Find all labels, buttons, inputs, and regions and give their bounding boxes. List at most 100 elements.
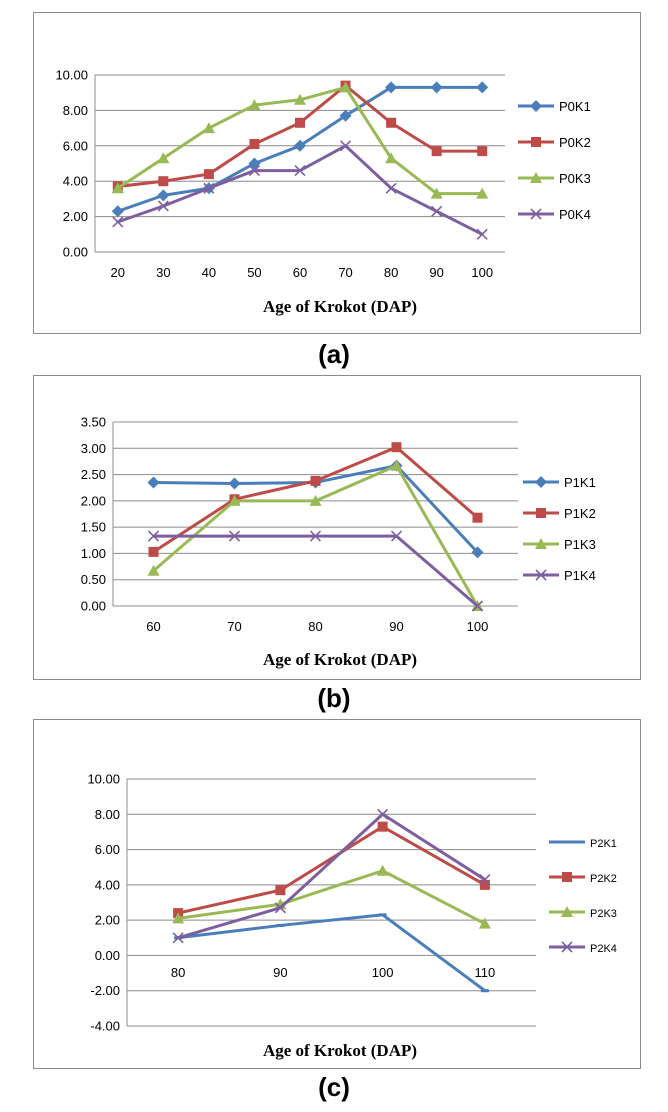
y-tick-label: 3.00 [81, 441, 106, 456]
legend-item: P0K3 [518, 171, 591, 186]
series-p2k2 [173, 821, 490, 919]
data-point [339, 81, 352, 93]
data-point [477, 146, 488, 157]
legend-label: P0K4 [559, 207, 591, 222]
data-point [147, 530, 160, 542]
y-tick-label: 1.50 [81, 520, 106, 535]
series-p1k4 [147, 530, 484, 612]
data-point [249, 139, 260, 150]
x-tick-label: 50 [247, 265, 261, 280]
data-point [476, 228, 488, 240]
data-point [172, 932, 184, 944]
data-point [390, 459, 403, 471]
data-point [476, 81, 489, 94]
x-tick-label: 100 [467, 619, 489, 634]
data-point [376, 864, 389, 876]
chart-a-caption: (a) [318, 339, 350, 369]
legend-marker [561, 941, 573, 953]
data-point [339, 109, 352, 122]
series-p0k3 [111, 81, 489, 199]
data-point [294, 139, 306, 152]
data-point [430, 81, 443, 94]
legend-marker [536, 508, 546, 518]
data-point [147, 564, 160, 576]
data-point [157, 152, 170, 164]
x-tick-label: 90 [389, 619, 403, 634]
data-point [310, 475, 321, 486]
x-axis-title: Age of Krokot (DAP) [263, 297, 417, 316]
data-point [472, 512, 483, 523]
legend-item: P0K1 [518, 99, 591, 114]
y-tick-label: 10.00 [55, 68, 88, 83]
x-tick-label: 80 [384, 265, 398, 280]
series-line [177, 913, 486, 992]
chart-a-frame [33, 12, 641, 334]
data-point [390, 530, 403, 542]
chart-c-caption: (c) [318, 1072, 350, 1102]
legend-label: P2K4 [590, 943, 617, 955]
legend-item: P2K3 [549, 906, 617, 920]
data-point [228, 530, 241, 542]
y-tick-label: 2.00 [95, 913, 120, 928]
chart-b: 0.00 0.50 1.00 1.50 2.00 2.50 3.00 3.50 60 70 80 90… [81, 415, 596, 670]
y-tick-label: 8.00 [63, 103, 88, 118]
y-tick-label: 2.50 [81, 467, 106, 482]
legend-marker [561, 906, 573, 917]
data-point [294, 93, 306, 105]
series-p0k1 [111, 81, 489, 218]
data-point [228, 477, 241, 490]
y-tick-label: 4.00 [63, 174, 88, 189]
data-point [378, 913, 387, 917]
chart-c: -4.00 -2.00 0.00 2.00 4.00 6.00 8.00 10.00 80 90 1… [87, 772, 617, 1061]
data-point [157, 189, 170, 202]
legend-label: P1K4 [564, 568, 596, 583]
legend-item: P0K2 [518, 135, 591, 150]
data-point [339, 140, 352, 152]
series-p0k4 [112, 140, 488, 240]
x-tick-label: 20 [111, 265, 125, 280]
data-point [385, 81, 398, 94]
y-tick-label: 0.00 [63, 245, 88, 260]
chart-a: 0.00 2.00 4.00 6.00 8.00 10.00 20 30 40 50 60 70 80 9… [55, 68, 591, 317]
data-point [275, 885, 286, 896]
y-tick-label: 3.50 [81, 415, 106, 430]
legend-item: P1K4 [523, 568, 596, 583]
data-point [203, 169, 214, 180]
x-tick-label: 60 [293, 265, 307, 280]
series-line [177, 825, 486, 915]
data-point [471, 546, 484, 559]
data-point [248, 165, 261, 177]
data-point [148, 546, 159, 557]
data-point [228, 494, 241, 506]
data-point [295, 117, 305, 128]
x-axis-title: Age of Krokot (DAP) [263, 650, 417, 669]
data-point [309, 494, 322, 506]
x-tick-label: 90 [273, 965, 287, 980]
y-tick-label: 0.00 [81, 599, 106, 614]
x-tick-label: 70 [338, 265, 352, 280]
legend-label: P1K3 [564, 537, 596, 552]
legend-label: P0K1 [559, 99, 591, 114]
legend-item: P2K2 [549, 872, 617, 885]
data-point [309, 530, 322, 542]
chart-c-frame [33, 719, 641, 1069]
x-tick-label: 90 [429, 265, 443, 280]
data-point [111, 205, 124, 218]
data-point [248, 99, 261, 111]
series-line [153, 534, 479, 608]
data-point [391, 442, 402, 453]
y-tick-label: 2.00 [81, 493, 106, 508]
data-point [431, 146, 442, 157]
series-line [177, 869, 486, 926]
x-tick-label: 100 [372, 965, 394, 980]
data-point [248, 157, 261, 170]
data-point [430, 187, 443, 199]
legend-marker [530, 172, 542, 183]
series-line [117, 144, 483, 236]
legend-item: P1K3 [523, 537, 596, 552]
legend-label: P0K2 [559, 135, 591, 150]
y-tick-label: -2.00 [90, 983, 120, 998]
series-p2k4 [172, 808, 491, 944]
legend-item: P2K1 [549, 838, 617, 850]
y-tick-label: 10.00 [87, 772, 120, 787]
